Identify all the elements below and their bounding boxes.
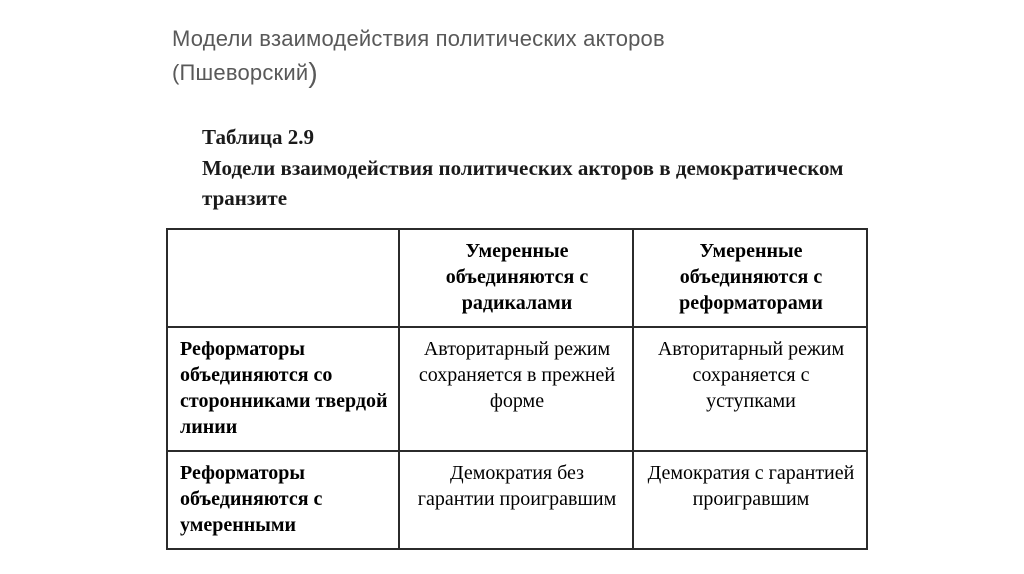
cell-r1-c1: Авторитарный режим сохраняется в прежней… <box>399 327 633 451</box>
slide-title: Модели взаимодействия политических актор… <box>172 22 874 90</box>
row-header-1: Реформаторы объединяются со сторонниками… <box>167 327 399 451</box>
cell-r2-c1: Демократия без гарантии проигравшим <box>399 451 633 549</box>
row-header-2: Реформаторы объединяются с умеренными <box>167 451 399 549</box>
table-caption: Таблица 2.9 Модели взаимодействия полити… <box>202 122 874 213</box>
table-caption-text: Модели взаимодействия политических актор… <box>202 156 843 210</box>
cell-r1-c2: Авторитарный режим сохраняется с уступка… <box>633 327 867 451</box>
table-caption-number: Таблица 2.9 <box>202 125 314 149</box>
models-table: Умеренные объединяются с радикалами Умер… <box>166 228 868 550</box>
slide-title-line1: Модели взаимодействия политических актор… <box>172 26 665 51</box>
cell-r2-c2: Демократия с гарантией проигравшим <box>633 451 867 549</box>
table-header-col2: Умеренные объединяются с реформаторами <box>633 229 867 327</box>
slide-title-author: Пшеворский <box>180 60 309 85</box>
table-container: Умеренные объединяются с радикалами Умер… <box>166 228 874 550</box>
table-header-col1: Умеренные объединяются с радикалами <box>399 229 633 327</box>
table-row: Реформаторы объединяются со сторонниками… <box>167 327 867 451</box>
slide-title-line2: (Пшеворский) <box>172 60 318 85</box>
document-page: Модели взаимодействия политических актор… <box>0 0 1024 574</box>
table-header-blank <box>167 229 399 327</box>
table-header-row: Умеренные объединяются с радикалами Умер… <box>167 229 867 327</box>
table-row: Реформаторы объединяются с умеренными Де… <box>167 451 867 549</box>
